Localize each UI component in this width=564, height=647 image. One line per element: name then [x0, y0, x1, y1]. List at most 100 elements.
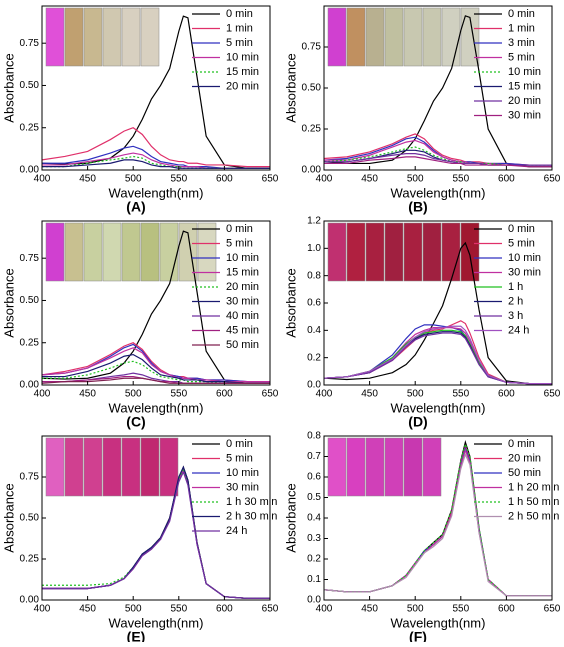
y-tick-label: 0.00	[20, 380, 40, 391]
photo-vial	[327, 437, 347, 497]
y-tick-label: 0.75	[20, 253, 40, 264]
x-tick-label: 400	[34, 389, 51, 400]
y-tick-label: 0.00	[20, 165, 40, 176]
photo-vial	[102, 437, 122, 497]
legend-label: 0 min	[226, 8, 253, 20]
x-tick-label: 450	[79, 604, 96, 615]
y-tick-label: 0.50	[20, 295, 40, 306]
x-tick-label: 500	[407, 389, 424, 400]
legend-label: 1 h 30 min	[226, 496, 277, 508]
spectrum-line	[42, 353, 270, 384]
legend-label: 5 min	[508, 51, 535, 63]
spectrum-line	[42, 360, 270, 384]
photo-vial	[403, 7, 423, 67]
y-tick-label: 0.6	[307, 298, 321, 309]
photo-vial	[83, 437, 103, 497]
legend-label: 50 min	[226, 339, 259, 351]
spectrum-line	[41, 347, 270, 383]
y-tick-label: 0.6	[307, 472, 321, 483]
legend-label: 2 h 50 min	[508, 510, 559, 522]
y-tick-label: 0.75	[20, 38, 40, 49]
y-tick-label: 0.8	[307, 431, 321, 442]
photo-vial	[159, 222, 179, 282]
x-tick-label: 450	[79, 389, 96, 400]
x-tick-label: 400	[34, 604, 51, 615]
photo-vial	[460, 7, 480, 67]
legend-label: 20 min	[508, 95, 541, 107]
spectrum-line	[42, 470, 270, 599]
panel: 0.00 0.25 0.50 0.75 400 450 500 550 600 650 Wavele…	[283, 5, 561, 215]
photo-vial	[384, 7, 404, 67]
legend-label: 24 h	[508, 324, 529, 336]
y-tick-label: 0.25	[20, 337, 40, 348]
photo-vial	[45, 7, 65, 67]
photo-vial	[45, 437, 65, 497]
y-axis-label: Absorbance	[283, 53, 298, 122]
x-tick-label: 400	[316, 174, 333, 185]
legend-label: 5 min	[226, 37, 253, 49]
inset-photos	[45, 7, 160, 67]
photo-vial	[327, 222, 347, 282]
photo-vial	[365, 7, 385, 67]
x-tick-label: 550	[452, 604, 469, 615]
legend-label: 30 min	[508, 109, 541, 121]
legend-label: 2 h 30 min	[226, 510, 277, 522]
x-axis-label: Wavelength(nm)	[391, 400, 486, 415]
photo-vial	[83, 7, 103, 67]
x-axis-label: Wavelength(nm)	[391, 185, 486, 200]
legend-label: 1 min	[226, 22, 253, 34]
panel-label: (C)	[126, 414, 145, 430]
x-tick-label: 550	[452, 174, 469, 185]
photo-vial	[178, 222, 198, 282]
x-tick-label: 600	[498, 174, 515, 185]
y-axis-label: Absorbance	[1, 483, 16, 552]
photo-vial	[83, 222, 103, 282]
panel-label: (F)	[409, 629, 427, 642]
x-tick-label: 550	[170, 389, 187, 400]
photo-vial	[121, 437, 141, 497]
spectrum-line	[42, 145, 270, 169]
photo-vial	[422, 7, 442, 67]
legend-label: 30 min	[226, 481, 259, 493]
y-axis-label: Absorbance	[283, 268, 298, 337]
plot-frame	[41, 220, 271, 386]
x-axis-label: Wavelength(nm)	[109, 185, 204, 200]
x-tick-label: 550	[452, 389, 469, 400]
photo-vial	[121, 7, 141, 67]
photo-vial	[422, 437, 442, 497]
x-tick-label: 650	[544, 604, 561, 615]
y-tick-label: 0.3	[307, 533, 321, 544]
photo-vial	[346, 7, 366, 67]
legend-label: 10 min	[226, 51, 259, 63]
photo-vial	[327, 7, 347, 67]
spectrum-line	[42, 159, 270, 169]
y-axis-label: Absorbance	[1, 53, 16, 122]
photo-vial	[403, 437, 423, 497]
x-axis-label: Wavelength(nm)	[109, 615, 204, 630]
x-tick-label: 600	[216, 604, 233, 615]
photo-vial	[102, 7, 122, 67]
spectrum-line	[323, 146, 552, 166]
y-tick-label: 0.0	[307, 595, 321, 606]
x-tick-label: 650	[544, 389, 561, 400]
legend-label: 20 min	[226, 281, 259, 293]
y-tick-label: 0.2	[307, 554, 321, 565]
photo-vial	[403, 222, 423, 282]
legend-label: 15 min	[508, 80, 541, 92]
legend-label: 15 min	[226, 266, 259, 278]
legend-label: 0 min	[508, 223, 535, 235]
legend-label: 15 min	[226, 66, 259, 78]
y-tick-label: 0.25	[20, 122, 40, 133]
photo-vial	[102, 222, 122, 282]
x-tick-label: 600	[498, 604, 515, 615]
photo-vial	[422, 222, 442, 282]
photo-vial	[197, 222, 217, 282]
x-tick-label: 600	[216, 174, 233, 185]
photo-vial	[441, 7, 461, 67]
spectrum-line	[41, 230, 270, 384]
photo-vial	[365, 437, 385, 497]
x-tick-label: 400	[34, 174, 51, 185]
legend-label: 3 h	[508, 310, 523, 322]
panel: 0.0 0.1 0.2 0.3 0.4 0.5 0.6 0.7 0.8 400 450 500 550 6…	[283, 431, 561, 645]
legend-label: 40 min	[226, 310, 259, 322]
